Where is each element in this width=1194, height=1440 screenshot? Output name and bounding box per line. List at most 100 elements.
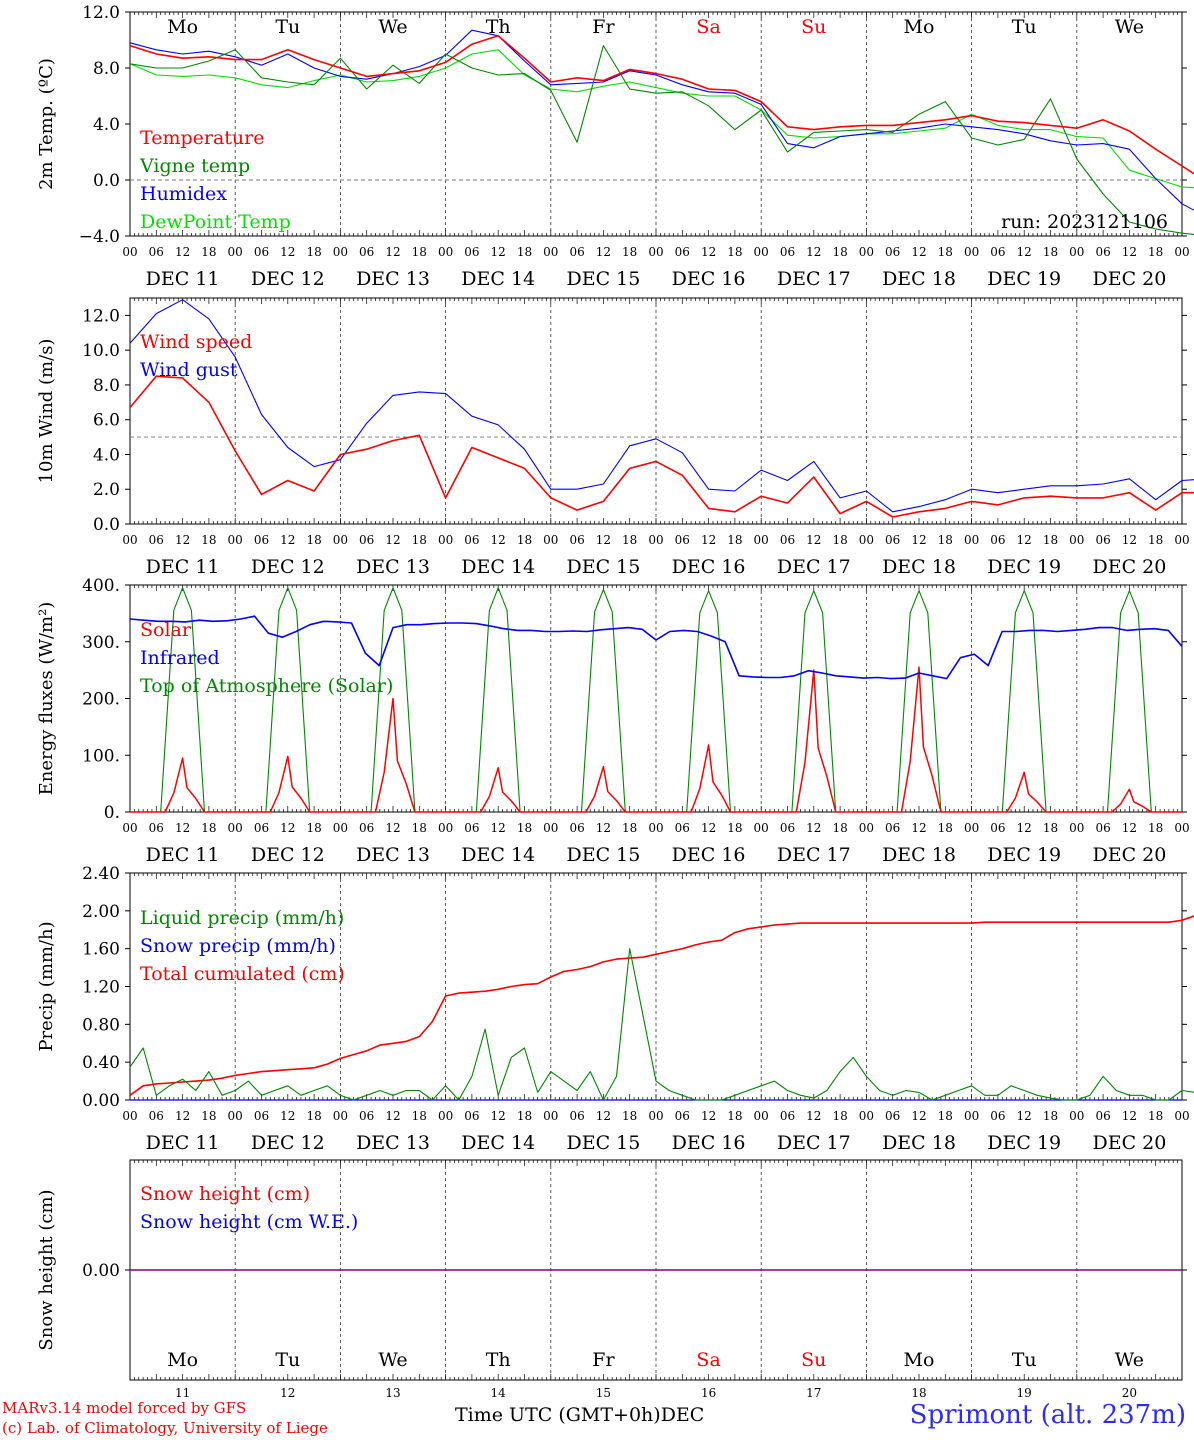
x-hour-tick-label: 12 (911, 821, 926, 835)
x-hour-tick-label: 18 (201, 245, 216, 259)
x-hour-tick-label: 12 (911, 533, 926, 547)
y-tick-label: 0.00 (82, 1091, 120, 1111)
x-hour-tick-label: 18 (1148, 245, 1163, 259)
series-line (129, 375, 1194, 518)
y-tick-label: 10.0 (82, 341, 120, 361)
x-date-tick-label: DEC 11 (146, 556, 220, 578)
x-hour-tick-label: 06 (254, 533, 269, 547)
x-hour-tick-label: 06 (149, 533, 164, 547)
x-hour-tick-label: 12 (385, 533, 400, 547)
x-hour-tick-label: 12 (1122, 1109, 1137, 1123)
x-hour-tick-label: 12 (1017, 533, 1032, 547)
x-hour-tick-label: 00 (859, 245, 874, 259)
x-hour-tick-label: 18 (622, 821, 637, 835)
x-date-tick-label: DEC 20 (1092, 1132, 1166, 1154)
x-date-tick-label: DEC 13 (356, 1132, 430, 1154)
x-hour-tick-label: 12 (1122, 821, 1137, 835)
series-line (129, 915, 1194, 1096)
x-hour-tick-label: 00 (438, 1109, 453, 1123)
y-tick-label: 200. (82, 690, 120, 710)
x-hour-tick-label: 06 (359, 821, 374, 835)
x-hour-tick-label: 18 (517, 245, 532, 259)
x-hour-tick-label: 06 (990, 245, 1005, 259)
legend-entry: Snow height (cm W.E.) (140, 1211, 358, 1233)
x-hour-tick-label: 12 (1122, 245, 1137, 259)
x-date-tick-label: DEC 20 (1092, 844, 1166, 866)
x-hour-tick-label: 18 (412, 821, 427, 835)
x-hour-tick-label: 00 (333, 533, 348, 547)
x-hour-tick-label: 00 (859, 533, 874, 547)
day-name-label: We (378, 1349, 407, 1371)
x-hour-tick-label: 06 (254, 245, 269, 259)
x-hour-tick-label: 18 (727, 533, 742, 547)
x-hour-tick-label: 12 (385, 821, 400, 835)
x-hour-tick-label: 18 (832, 821, 847, 835)
x-date-tick-label: DEC 18 (882, 844, 956, 866)
x-hour-tick-label: 06 (990, 1109, 1005, 1123)
x-hour-tick-label: 18 (622, 1109, 637, 1123)
x-hour-tick-label: 00 (228, 245, 243, 259)
x-date-tick-label: DEC 14 (461, 556, 535, 578)
y-tick-label: 0. (104, 803, 120, 823)
x-hour-tick-label: 18 (1043, 821, 1058, 835)
x-hour-tick-label: 18 (306, 821, 321, 835)
day-name-label: Sa (696, 1349, 720, 1371)
x-hour-tick-label: 06 (254, 821, 269, 835)
x-hour-tick-label: 06 (149, 245, 164, 259)
x-hour-tick-label: 00 (754, 1109, 769, 1123)
x-hour-tick-label: 12 (491, 245, 506, 259)
x-date-tick-label: DEC 14 (461, 844, 535, 866)
x-hour-tick-label: 00 (438, 245, 453, 259)
y-tick-label: 2.0 (93, 480, 120, 500)
y-tick-label: 0.80 (82, 1015, 120, 1035)
x-hour-tick-label: 06 (149, 1109, 164, 1123)
x-hour-tick-label: 00 (1069, 1109, 1084, 1123)
x-hour-tick-label: 18 (1043, 1109, 1058, 1123)
x-hour-tick-label: 18 (412, 1109, 427, 1123)
x-date-tick-label: DEC 19 (987, 844, 1061, 866)
x-hour-tick-label: 12 (806, 1109, 821, 1123)
y-tick-label: 2.00 (82, 902, 120, 922)
x-date-tick-label: DEC 11 (146, 268, 220, 290)
x-hour-tick-label: 06 (675, 533, 690, 547)
x-hour-tick-label: 12 (701, 821, 716, 835)
x-date-tick-label: DEC 15 (566, 844, 640, 866)
x-hour-tick-label: 00 (543, 821, 558, 835)
x-hour-tick-label: 18 (832, 1109, 847, 1123)
x-hour-tick-label: 00 (1069, 821, 1084, 835)
x-hour-tick-label: 00 (754, 533, 769, 547)
x-date-tick-label: DEC 12 (251, 556, 325, 578)
x-date-tick-label: DEC 16 (672, 556, 746, 578)
x-hour-tick-label: 12 (491, 821, 506, 835)
x-hour-tick-label: 18 (517, 533, 532, 547)
x-hour-tick-label: 06 (675, 821, 690, 835)
x-hour-tick-label: 06 (780, 821, 795, 835)
x-axis-title: Time UTC (GMT+0h)DEC (455, 1404, 704, 1426)
x-hour-tick-label: 12 (175, 245, 190, 259)
x-hour-tick-label: 12 (596, 245, 611, 259)
x-hour-tick-label: 18 (622, 245, 637, 259)
x-date-tick-label: DEC 17 (777, 268, 851, 290)
x-hour-tick-label: 06 (1095, 245, 1110, 259)
x-hour-tick-label: 18 (727, 1109, 742, 1123)
x-date-tick-label: DEC 19 (987, 1132, 1061, 1154)
x-hour-tick-label: 00 (648, 821, 663, 835)
legend-entry: Temperature (140, 127, 264, 149)
legend-entry: Vigne temp (139, 155, 250, 177)
y-tick-label: 100. (82, 746, 120, 766)
day-name-label: Tu (1012, 16, 1037, 38)
series-line (129, 34, 1194, 175)
x-hour-tick-label: 12 (491, 1109, 506, 1123)
y-tick-label: 0.00 (82, 1261, 120, 1281)
x-hour-tick-label: 18 (727, 821, 742, 835)
x-hour-tick-label: 00 (122, 245, 137, 259)
x-hour-tick-label: 00 (964, 245, 979, 259)
month-label: DEC (660, 1404, 705, 1426)
x-hour-tick-label: 00 (333, 1109, 348, 1123)
day-name-label: Th (486, 1349, 511, 1371)
day-name-label: Fr (592, 16, 615, 38)
x-hour-tick-label: 18 (938, 821, 953, 835)
series-line (129, 49, 1194, 189)
x-hour-tick-label: 12 (806, 533, 821, 547)
